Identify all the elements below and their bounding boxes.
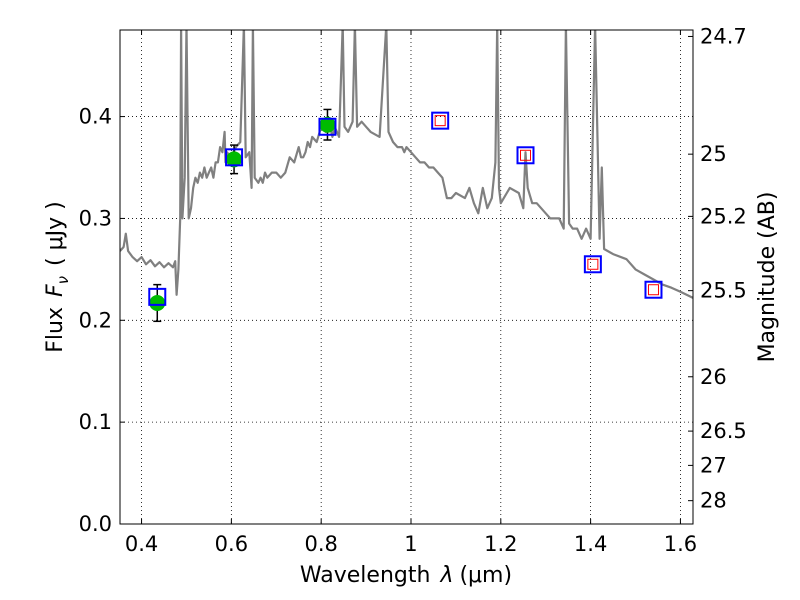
y-axis-label-unit: ( μJy ): [43, 201, 68, 266]
y2-tick-label: 24.7: [700, 24, 747, 48]
observed-point: [149, 294, 166, 311]
model-square: [431, 111, 450, 130]
x-axis-label-text: Wavelength: [300, 563, 431, 588]
x-axis-label-symbol: λ: [439, 563, 453, 588]
model-square: [225, 148, 244, 167]
observed-point: [319, 116, 336, 133]
model-square: [583, 255, 602, 274]
x-tick-label: 1: [404, 532, 417, 556]
y2-tick-label: 26: [700, 365, 727, 389]
model-square: [516, 146, 535, 165]
y2-axis: 24.7 25 25.2 25.5 26 26.5 27 28: [688, 24, 747, 513]
y-axis-label-text: Flux: [43, 307, 68, 353]
upper-limit-square: [647, 284, 659, 296]
y-axis-label-symbol: F: [43, 284, 68, 297]
y-tick-label: 0.4: [79, 105, 112, 129]
y2-tick-label: 25.2: [700, 204, 747, 228]
grid-layer: [120, 30, 693, 525]
upper-limit-square: [520, 149, 532, 161]
x-tick-label: 1.2: [484, 532, 517, 556]
y2-tick-label: 25.5: [700, 279, 747, 303]
model-square: [318, 117, 337, 136]
y-tick-label: 0.2: [79, 308, 112, 332]
y2-tick-label: 27: [700, 453, 727, 477]
model-square: [644, 280, 663, 299]
x-tick-label: 0.4: [125, 532, 158, 556]
y2-tick-label: 25: [700, 142, 727, 166]
x-tick-label: 1.6: [664, 532, 697, 556]
x-tick-label: 0.8: [304, 532, 337, 556]
y-tick-label: 0.1: [79, 410, 112, 434]
upper-limit-square: [434, 115, 446, 127]
x-tick-label: 0.6: [215, 532, 248, 556]
y2-axis-label: Magnitude (AB): [755, 192, 780, 363]
y-tick-label: 0.0: [79, 512, 112, 536]
plot-frame: [119, 29, 694, 525]
x-axis: 0.4 0.6 0.8 1 1.2 1.4 1.6: [125, 30, 697, 556]
series-layer: [120, 30, 693, 323]
y-axis-label: Flux Fν ( μJy ): [43, 201, 72, 352]
y-tick-label: 0.3: [79, 206, 112, 230]
model-square: [148, 287, 167, 306]
observed-point: [226, 151, 243, 168]
y2-tick-label: 26.5: [700, 419, 747, 443]
y-axis: 0.0 0.1 0.2 0.3 0.4: [79, 105, 125, 536]
spectrum-line: [120, 30, 693, 299]
upper-limit-square: [587, 258, 599, 270]
x-tick-label: 1.4: [574, 532, 607, 556]
x-axis-label: Wavelength λ (μm): [300, 563, 512, 588]
y-axis-label-sub: ν: [54, 276, 72, 284]
y2-tick-label: 28: [700, 489, 727, 513]
x-axis-label-unit: (μm): [459, 563, 512, 588]
